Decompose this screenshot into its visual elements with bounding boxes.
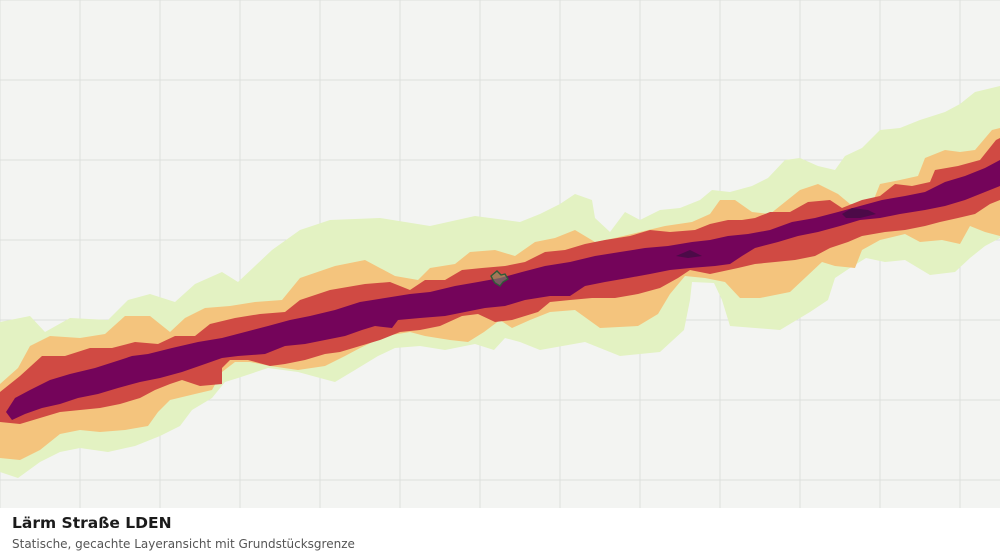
noise-spot-highest-center xyxy=(676,250,702,258)
map-subtitle: Statische, gecachte Layeransicht mit Gru… xyxy=(12,537,355,551)
map-title: Lärm Straße LDEN xyxy=(12,514,172,532)
map-caption: Lärm Straße LDEN Statische, gecachte Lay… xyxy=(0,508,1000,560)
noise-spot-highest-east xyxy=(842,208,876,218)
parcel-boundary[interactable] xyxy=(490,270,509,287)
noise-map xyxy=(0,0,1000,508)
map-view[interactable] xyxy=(0,0,1000,508)
noise-band-high xyxy=(6,160,1000,420)
